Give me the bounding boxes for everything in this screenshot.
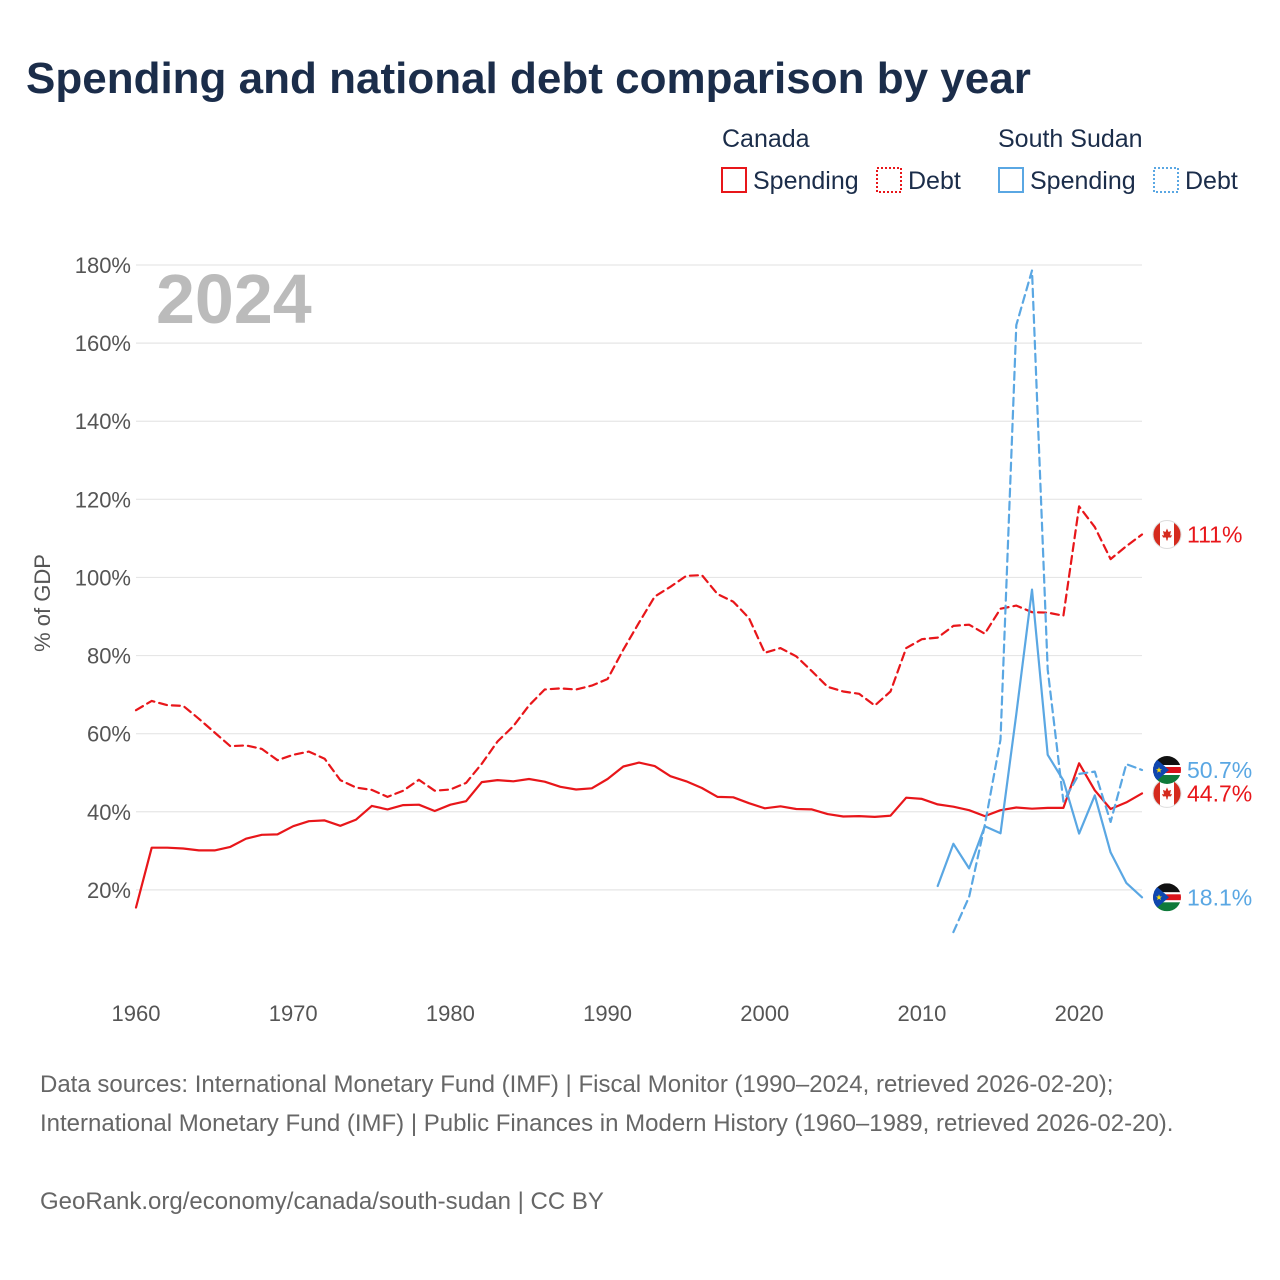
canada-flag-icon [1152,778,1182,808]
south-sudan-flag-icon [1153,883,1181,912]
y-tick-label: 120% [75,487,131,512]
y-tick-label: 40% [87,800,131,825]
year-watermark: 2024 [156,260,312,338]
legend-label-south-sudan-spending: Spending [1030,167,1136,195]
legend-label-south-sudan-debt: Debt [1185,167,1238,195]
legend-swatch-canada-spending [721,167,747,193]
legend-swatch-canada-debt [876,167,902,193]
footer-credit: GeoRank.org/economy/canada/south-sudan |… [40,1188,604,1215]
series-line-south-sudan-spending [936,588,1144,899]
chart-title: Spending and national debt comparison by… [26,54,1031,103]
series-lines [134,269,1144,934]
legend: Canada Spending Debt South Sudan Spendin… [721,125,1238,195]
x-tick-label: 1990 [583,1001,632,1026]
end-labels: 44.7% 111% 18.1% 50.7% [1152,520,1252,912]
y-tick-label: 180% [75,253,131,278]
y-tick-label: 160% [75,331,131,356]
y-tick-label: 140% [75,409,131,434]
legend-group-south-sudan: South Sudan [998,125,1143,153]
legend-group-canada: Canada [722,125,810,153]
x-axis-ticks: 1960 1970 1980 1990 2000 2010 2020 [112,1001,1104,1026]
x-tick-label: 1980 [426,1001,475,1026]
x-tick-label: 2020 [1055,1001,1104,1026]
y-tick-label: 20% [87,878,131,903]
end-label-canada-debt: 111% [1187,522,1242,548]
series-line-canada-spending [134,761,1144,909]
y-axis-label: % of GDP [30,554,55,652]
gridlines [136,264,1142,891]
canada-flag-icon [1152,520,1182,549]
y-tick-label: 60% [87,722,131,747]
y-axis-ticks: 20% 40% 60% 80% 100% 120% 140% 160% 180% [75,253,131,903]
end-label-south-sudan-debt: 50.7% [1187,757,1252,783]
series-line-south-sudan-debt [952,269,1144,934]
legend-label-canada-spending: Spending [753,167,859,195]
y-tick-label: 100% [75,565,131,590]
x-tick-label: 1970 [269,1001,318,1026]
legend-label-canada-debt: Debt [908,167,961,195]
end-label-canada-spending: 44.7% [1187,780,1252,806]
footer-sources: Data sources: International Monetary Fun… [40,1071,1174,1137]
x-tick-label: 2000 [740,1001,789,1026]
legend-swatch-south-sudan-debt [1153,167,1179,193]
x-tick-label: 1960 [112,1001,161,1026]
series-line-canada-debt [134,505,1144,799]
x-tick-label: 2010 [897,1001,946,1026]
south-sudan-flag-icon [1153,756,1181,784]
y-tick-label: 80% [87,644,131,669]
end-label-south-sudan-spending: 18.1% [1187,884,1252,910]
legend-swatch-south-sudan-spending [998,167,1024,193]
